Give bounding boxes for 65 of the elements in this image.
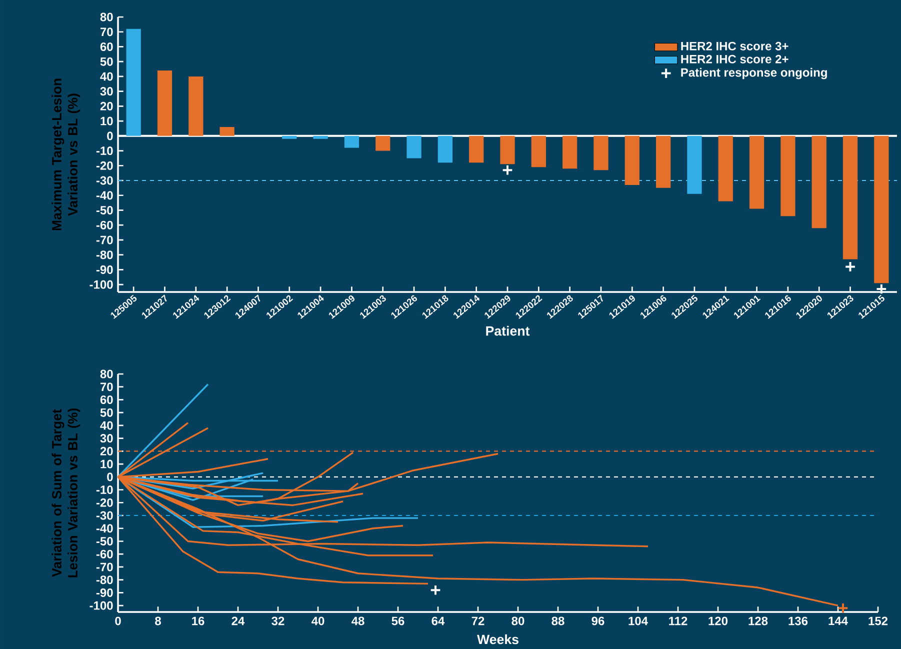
y-axis-title: Variation of Sum of Target Lesion Variation vs BL (%)	[52, 408, 80, 578]
y-tick-label: -60	[96, 220, 113, 230]
y-tick-label: 70	[100, 28, 113, 36]
x-tick-label: 96	[592, 616, 604, 626]
y-tick-label: 50	[100, 408, 113, 417]
x-tick-label: 32	[272, 616, 284, 626]
y-tick-label: 60	[100, 395, 113, 404]
x-tick-label: 40	[312, 616, 324, 626]
y-tick-label: -20	[96, 498, 113, 507]
y-tick-label: 70	[100, 382, 113, 392]
x-tick-label: 72	[472, 616, 484, 626]
y-tick-label: -50	[96, 206, 113, 214]
x-tick-label: 128	[748, 616, 768, 626]
legend-label: Patient response ongoing	[681, 68, 827, 80]
y-tick-label: 0	[107, 472, 113, 482]
y-tick-label: 50	[100, 57, 113, 66]
x-tick-label: 64	[432, 616, 445, 626]
x-tick-label: 104	[628, 616, 648, 626]
y-tick-label: -40	[96, 524, 113, 533]
y-tick-label: -40	[96, 191, 113, 200]
y-tick-label: -30	[96, 511, 113, 520]
y-tick-label: -70	[96, 236, 113, 244]
y-tick-label: 0	[107, 132, 113, 140]
y-tick-label: 80	[100, 12, 113, 22]
x-tick-label: 80	[512, 616, 524, 626]
legend-label: HER2 IHC score 3+	[681, 42, 788, 50]
x-tick-label: 24	[232, 616, 245, 626]
y-tick-label: -30	[96, 176, 113, 185]
x-axis-title: Weeks	[477, 634, 518, 644]
y-tick-label: 30	[100, 87, 113, 96]
x-tick-label: 112	[669, 616, 688, 626]
y-tick-label: 40	[100, 421, 113, 430]
x-tick-label: 136	[788, 616, 808, 626]
y-tick-label: 30	[100, 434, 113, 443]
y-tick-label: -50	[96, 536, 113, 546]
y-tick-label: 20	[100, 446, 113, 456]
y-tick-label: -80	[96, 576, 113, 584]
y-tick-label: 10	[100, 460, 113, 468]
y-tick-label: -10	[96, 486, 113, 494]
x-axis-title: Patient	[486, 326, 530, 336]
x-tick-label: 8	[155, 616, 161, 626]
x-tick-label: 152	[868, 616, 888, 626]
y-tick-label: -100	[90, 280, 113, 289]
y-tick-label: -80	[96, 250, 113, 260]
y-tick-label: -60	[96, 550, 113, 558]
x-tick-label: 120	[708, 616, 728, 626]
y-tick-label: 10	[100, 116, 113, 126]
x-tick-label: 144	[828, 616, 848, 625]
x-tick-label: 88	[552, 616, 564, 626]
x-tick-label: 56	[392, 616, 404, 626]
x-tick-label: 0	[115, 616, 121, 626]
y-axis-title: Maximum Target-Lesion Variation vs BL (%)	[52, 78, 80, 230]
y-tick-label: -10	[96, 146, 113, 156]
y-tick-label: -90	[96, 265, 113, 274]
legend-label: HER2 IHC score 2+	[681, 54, 788, 64]
y-tick-label: 20	[100, 102, 113, 110]
y-tick-label: -70	[96, 562, 113, 572]
x-tick-label: 16	[192, 616, 204, 626]
y-tick-label: 40	[100, 72, 113, 81]
y-tick-label: 80	[100, 370, 113, 378]
y-tick-label: -90	[96, 588, 113, 597]
y-tick-label: -20	[96, 161, 113, 170]
y-tick-label: 60	[100, 42, 113, 51]
y-tick-label: -100	[90, 601, 113, 610]
x-tick-label: 48	[352, 616, 364, 626]
